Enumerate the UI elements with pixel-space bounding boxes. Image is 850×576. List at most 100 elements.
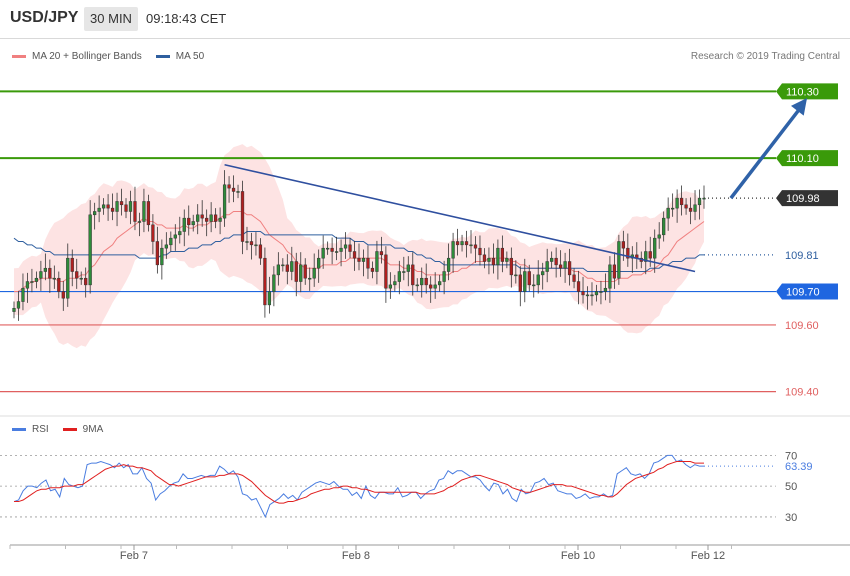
candle-body: [402, 271, 406, 273]
candle-body: [146, 201, 151, 226]
candle-body: [393, 281, 397, 286]
candle: [142, 188, 146, 233]
candle-body: [653, 237, 657, 259]
candle-body: [348, 244, 352, 252]
candle: [258, 238, 263, 265]
candle-body: [621, 241, 625, 249]
candle-body: [317, 257, 321, 269]
candle: [527, 264, 531, 292]
candle-body: [429, 284, 433, 289]
candle: [536, 260, 540, 294]
candle: [406, 256, 410, 287]
candle-body: [370, 267, 375, 272]
candle-body: [70, 257, 74, 272]
price-legend: MA 20 + Bollinger Bands MA 50: [12, 51, 218, 62]
candle: [675, 189, 679, 223]
candle: [25, 272, 30, 303]
candle-body: [684, 204, 688, 209]
legend-item-ma20: MA 20 + Bollinger Bands: [12, 51, 142, 62]
candle: [612, 252, 617, 289]
candle: [491, 243, 496, 274]
candle-body: [361, 257, 366, 262]
level-badge-bg-0: [776, 83, 838, 100]
candle-body: [554, 257, 558, 266]
candle-body: [115, 201, 119, 212]
candle: [281, 258, 285, 272]
candle: [294, 252, 298, 297]
candle-body: [133, 201, 137, 222]
candle-body: [603, 287, 608, 292]
candle: [357, 243, 361, 271]
candle: [451, 232, 455, 273]
legend-label-ma20: MA 20 + Bollinger Bands: [32, 51, 142, 62]
time-tick-label: Feb 8: [342, 550, 370, 562]
candle-body: [312, 267, 316, 279]
candle: [343, 232, 348, 259]
candle: [496, 239, 500, 280]
level-badge-bg-1: [776, 150, 838, 167]
candle: [182, 209, 186, 247]
legend-item-ma50: MA 50: [155, 51, 204, 62]
candle-body: [173, 234, 177, 239]
candle: [545, 248, 549, 283]
candle: [473, 236, 478, 263]
candle: [187, 205, 191, 236]
trend-line: [224, 163, 696, 273]
candle-body: [505, 257, 509, 262]
candle: [662, 211, 666, 242]
candle-body: [236, 191, 240, 193]
forecast-arrow-head: [790, 98, 808, 116]
candle-body: [397, 271, 401, 282]
candle-body: [384, 254, 388, 289]
candle: [155, 226, 160, 274]
candle: [21, 273, 25, 311]
rsi-tick-30: 30: [785, 512, 797, 524]
candle: [585, 286, 590, 310]
candle-body: [541, 271, 545, 276]
candle: [518, 266, 522, 307]
candle: [48, 259, 52, 293]
candle-body: [599, 291, 603, 293]
candle-body: [249, 241, 254, 246]
candle-body: [375, 251, 379, 272]
candle: [231, 175, 236, 203]
candle: [393, 274, 397, 292]
candle: [576, 270, 581, 305]
candle: [429, 276, 433, 303]
candle-body: [182, 217, 186, 232]
candle: [249, 232, 254, 260]
rsi-tick-50: 50: [785, 481, 797, 493]
candle: [227, 176, 231, 203]
candle: [679, 185, 684, 216]
candle: [684, 198, 688, 215]
candle-body: [196, 214, 200, 222]
candle-body: [48, 267, 52, 279]
candle: [644, 240, 648, 275]
candle-body: [487, 257, 491, 262]
candle: [285, 254, 289, 285]
candle: [43, 253, 47, 281]
candle-body: [451, 241, 455, 259]
candle: [178, 216, 182, 244]
candle-body: [567, 261, 572, 276]
candle-body: [675, 197, 679, 209]
candle-body: [16, 301, 21, 309]
candle-body: [446, 257, 451, 272]
symbol-label: USD/JPY: [10, 9, 79, 26]
candle: [460, 234, 464, 252]
candle-body: [209, 214, 213, 222]
candle-body: [657, 234, 661, 239]
level-badge-bg-2: [776, 190, 838, 207]
candle-body: [357, 257, 361, 262]
timeframe-badge[interactable]: 30 MIN: [84, 7, 138, 31]
ma50-line: [13, 230, 704, 273]
candle-body: [514, 274, 518, 277]
candle-body: [213, 214, 218, 222]
candle: [200, 200, 204, 227]
candle-body: [612, 264, 617, 279]
candle: [106, 194, 110, 221]
credit-label: Research © 2019 Trading Central: [690, 51, 840, 62]
candle-body: [679, 197, 684, 206]
candle-body: [464, 241, 469, 246]
